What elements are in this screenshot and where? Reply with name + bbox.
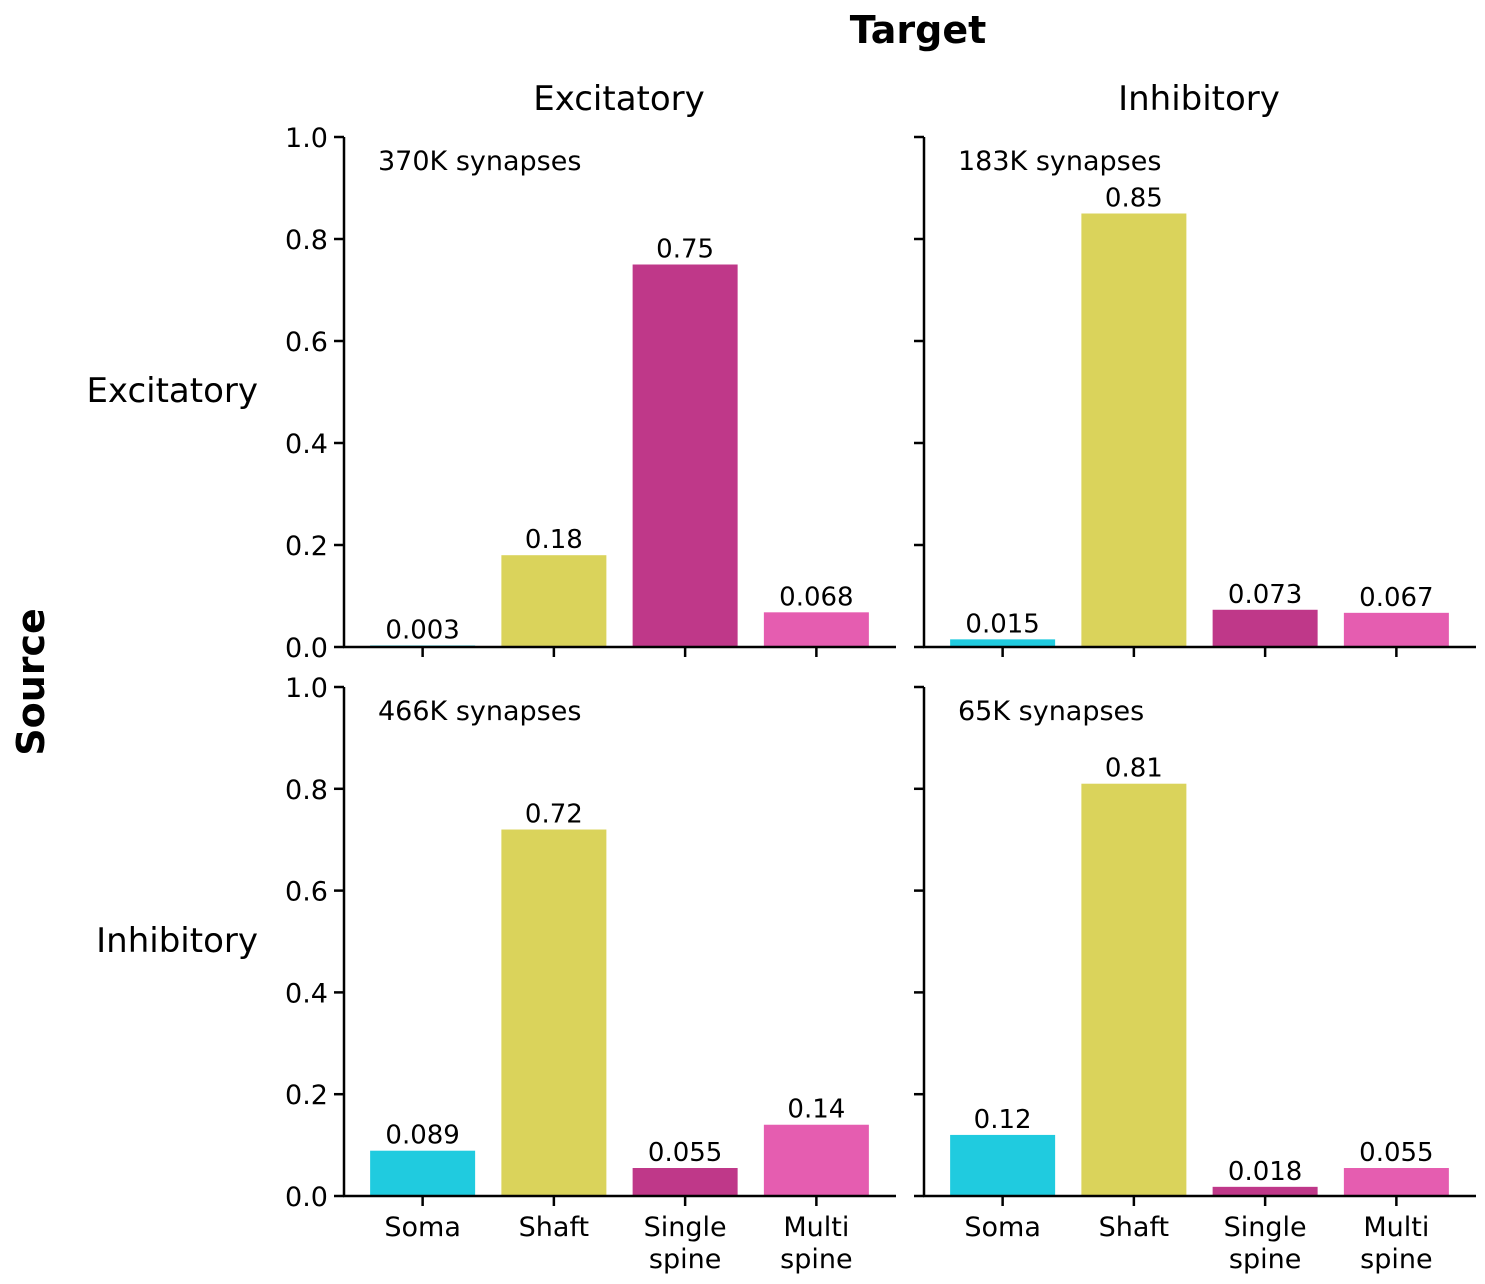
column-title-excitatory: Excitatory [533, 79, 705, 119]
synapse-count-annotation: 466K synapses [378, 696, 581, 727]
panel-1: 0.015 0.85 0.073 0.067 183K synapses [914, 135, 1476, 657]
y-tick-label: 0.4 [285, 978, 328, 1009]
x-tick-label: spine [780, 1244, 852, 1275]
panel-0: 0.003 0.18 0.75 0.068 0.0 0.2 0.4 0.6 0.8 1.0 370K… [285, 123, 896, 664]
column-title-inhibitory: Inhibitory [1118, 79, 1280, 119]
y-tick-label: 0.0 [285, 1182, 328, 1213]
bar-value-label: 0.003 [385, 615, 459, 645]
bar-shaft [1081, 783, 1187, 1196]
bar-multi-spine [763, 612, 869, 647]
panel-3: 0.12Soma0.81Shaft0.018Singlespine0.055Mu… [914, 685, 1476, 1275]
y-tick-label: 0.2 [285, 531, 328, 562]
x-tick-label: Shaft [1099, 1212, 1169, 1243]
bar-value-label: 0.068 [779, 582, 853, 612]
bar-value-label: 0.055 [648, 1138, 722, 1168]
bar-shaft [501, 555, 607, 647]
y-tick-label: 0.8 [285, 225, 328, 256]
bar-value-label: 0.72 [525, 800, 583, 830]
bar-value-label: 0.015 [965, 609, 1039, 639]
bar-value-label: 0.18 [525, 525, 583, 555]
row-title-excitatory: Excitatory [86, 371, 258, 411]
x-tick-label: spine [649, 1244, 721, 1275]
x-axis-super-title: Target [850, 8, 987, 52]
bar-single-spine [632, 1168, 738, 1196]
x-tick-label: Soma [384, 1212, 461, 1243]
x-tick-label: Multi [1363, 1212, 1429, 1243]
x-tick-label: Single [1224, 1212, 1307, 1243]
bar-soma [370, 1150, 476, 1196]
y-tick-label: 1.0 [285, 123, 328, 154]
y-tick-label: 0.6 [285, 877, 328, 908]
bar-single-spine [1212, 1186, 1318, 1196]
bar-value-label: 0.055 [1359, 1138, 1433, 1168]
x-tick-label: Shaft [519, 1212, 589, 1243]
bar-value-label: 0.12 [974, 1105, 1032, 1135]
y-axis-super-title: Source [9, 608, 53, 756]
bar-value-label: 0.85 [1105, 184, 1163, 214]
bar-soma [950, 639, 1056, 647]
synapse-count-annotation: 370K synapses [378, 146, 581, 177]
bar-value-label: 0.067 [1359, 583, 1433, 613]
bar-value-label: 0.75 [656, 235, 714, 265]
bar-multi-spine [763, 1124, 869, 1196]
x-tick-label: Single [644, 1212, 727, 1243]
bar-single-spine [632, 264, 738, 647]
synapse-count-annotation: 183K synapses [958, 146, 1161, 177]
bar-single-spine [1212, 609, 1318, 647]
bar-soma [950, 1134, 1056, 1196]
row-title-inhibitory: Inhibitory [96, 921, 258, 961]
y-tick-label: 0.8 [285, 775, 328, 806]
y-tick-label: 0.6 [285, 327, 328, 358]
y-tick-label: 1.0 [285, 673, 328, 704]
x-tick-label: Multi [783, 1212, 849, 1243]
y-tick-label: 0.2 [285, 1080, 328, 1111]
bar-multi-spine [1343, 1168, 1449, 1196]
bar-value-label: 0.81 [1105, 754, 1163, 784]
bar-shaft [1081, 213, 1187, 647]
x-tick-label: Soma [964, 1212, 1041, 1243]
x-tick-label: spine [1229, 1244, 1301, 1275]
panels-group: 0.003 0.18 0.75 0.068 0.0 0.2 0.4 0.6 0.8 1.0 370K… [285, 123, 1476, 1275]
panel-2: 0.089Soma0.72Shaft0.055Singlespine0.14Mu… [285, 673, 896, 1275]
y-tick-label: 0.4 [285, 429, 328, 460]
bar-value-label: 0.018 [1228, 1157, 1302, 1187]
bar-value-label: 0.089 [385, 1121, 459, 1151]
bar-shaft [501, 829, 607, 1196]
bar-multi-spine [1343, 612, 1449, 647]
synapse-count-annotation: 65K synapses [958, 696, 1144, 727]
y-tick-label: 0.0 [285, 633, 328, 664]
bar-value-label: 0.14 [787, 1095, 845, 1125]
x-tick-label: spine [1360, 1244, 1432, 1275]
bar-value-label: 0.073 [1228, 580, 1302, 610]
